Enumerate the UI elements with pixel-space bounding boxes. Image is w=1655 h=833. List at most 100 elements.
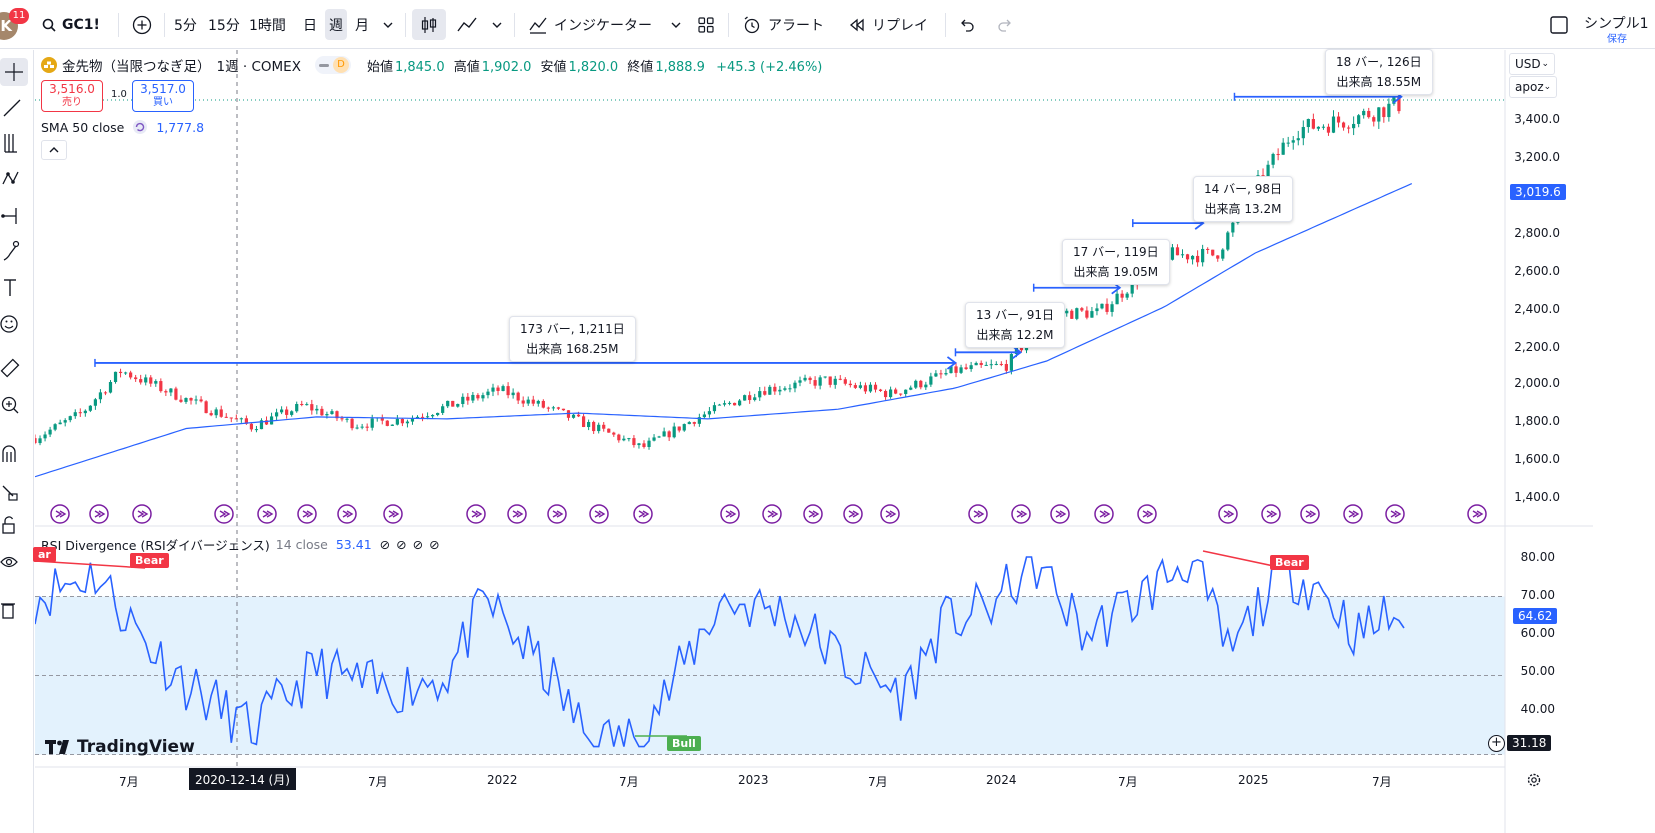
- event-arrow-icon: [1099, 510, 1107, 518]
- draw-mode-tool[interactable]: [0, 478, 28, 506]
- candle-body: [415, 416, 420, 419]
- chart-type-line[interactable]: [456, 0, 478, 49]
- interval-5m[interactable]: 5分: [174, 17, 197, 34]
- gear-icon: [1527, 773, 1541, 787]
- candle-body: [612, 432, 616, 435]
- candle-body: [254, 429, 259, 431]
- candle-body: [481, 395, 485, 399]
- save-button[interactable]: 保存: [1607, 34, 1627, 45]
- candle-body: [214, 409, 218, 416]
- interval-day[interactable]: 日: [303, 17, 317, 34]
- collapse-legend-button[interactable]: [41, 140, 67, 160]
- sma-legend[interactable]: SMA 50 close 1,777.8: [41, 119, 205, 135]
- measure-label[interactable]: 17 バー, 119日 出来高 19.05M: [1062, 239, 1170, 285]
- candle-body: [35, 438, 37, 444]
- event-arrow-icon: [219, 510, 227, 518]
- candle-body: [1231, 222, 1235, 233]
- chart-canvas[interactable]: [35, 50, 1593, 833]
- spread-value: 1.0: [111, 89, 127, 100]
- symbol-legend[interactable]: 金先物（当限つなぎ足） 1週 · COMEX D 始値 1,845.0 高値 1,9…: [41, 55, 827, 75]
- add-plus-icon[interactable]: +: [1488, 735, 1505, 752]
- fib-tool[interactable]: [0, 130, 28, 158]
- candle-body: [199, 399, 203, 402]
- event-arrow-icon: [767, 510, 775, 518]
- candle-body: [295, 403, 299, 412]
- brush-tool[interactable]: [0, 238, 28, 266]
- indicators-dropdown[interactable]: [670, 0, 682, 49]
- scale-mode-select[interactable]: apoz ⌄: [1509, 76, 1557, 98]
- trendline-tool[interactable]: [0, 94, 28, 122]
- chart-type-candles[interactable]: [412, 9, 446, 40]
- chevron-down-icon: ⌄: [1541, 59, 1549, 69]
- candle-body: [878, 389, 883, 391]
- candle-body: [436, 412, 440, 416]
- compare-button[interactable]: [132, 0, 152, 49]
- interval-month[interactable]: 月: [355, 17, 369, 34]
- currency-select[interactable]: USD ⌄: [1509, 53, 1555, 75]
- candle-body: [662, 431, 666, 437]
- measure-label[interactable]: 18 バー, 126日 出来高 18.55M: [1325, 49, 1433, 95]
- candle-body: [264, 420, 269, 425]
- chart-pane[interactable]: 金先物（当限つなぎ足） 1週 · COMEX D 始値 1,845.0 高値 1,9…: [33, 49, 1593, 833]
- candle-body: [727, 402, 732, 404]
- text-tool[interactable]: [0, 274, 28, 302]
- candle-body: [360, 426, 364, 428]
- candle-body: [858, 385, 863, 388]
- chart-type-dropdown[interactable]: [491, 0, 503, 49]
- candle-body: [68, 416, 72, 421]
- alert-button[interactable]: アラート: [742, 0, 824, 49]
- chevron-down-icon: [383, 22, 393, 28]
- event-arrow-icon: [1270, 510, 1278, 518]
- pattern-tool[interactable]: [0, 166, 28, 194]
- layouts-button[interactable]: [697, 0, 715, 49]
- candle-body: [707, 411, 712, 415]
- crosshair-tool[interactable]: [0, 58, 28, 86]
- event-arrow-icon: [223, 510, 231, 518]
- candle-body: [179, 399, 183, 402]
- zoom-tool[interactable]: [0, 392, 28, 420]
- delete-tool[interactable]: [0, 596, 28, 624]
- replay-button[interactable]: リプレイ: [848, 0, 928, 49]
- undo-button[interactable]: [958, 0, 976, 49]
- emoji-tool[interactable]: [0, 310, 28, 338]
- candle-body: [1221, 249, 1225, 259]
- visibility-tool[interactable]: [0, 548, 28, 576]
- measure-label[interactable]: 13 バー, 91日 出来高 12.2M: [965, 302, 1065, 348]
- magnet-tool[interactable]: [0, 440, 28, 468]
- measure-label[interactable]: 14 バー, 98日 出来高 13.2M: [1193, 176, 1293, 222]
- square-icon: [1550, 15, 1568, 34]
- rsi-tick: 40.00: [1520, 702, 1555, 716]
- candle-body: [395, 418, 399, 425]
- candle-body: [244, 418, 248, 424]
- projection-tool[interactable]: [0, 202, 28, 230]
- fullscreen-checkbox[interactable]: [1549, 0, 1569, 49]
- event-arrow-icon: [1020, 510, 1028, 518]
- event-arrow-icon: [725, 510, 733, 518]
- tradingview-logo[interactable]: TradingView: [45, 737, 195, 757]
- candle-body: [738, 400, 742, 406]
- lock-tool[interactable]: [0, 512, 28, 540]
- interval-dropdown[interactable]: [382, 0, 394, 49]
- redo-button[interactable]: [996, 0, 1014, 49]
- interval-1h[interactable]: 1時間: [249, 17, 286, 34]
- event-arrow-icon: [98, 510, 106, 518]
- measure-tool[interactable]: [0, 356, 28, 384]
- interval-week[interactable]: 週: [325, 9, 347, 40]
- measure-label[interactable]: 173 バー, 1,211日 出来高 168.25M: [509, 316, 636, 362]
- candle-body: [551, 407, 555, 409]
- symbol-search[interactable]: GC1!: [42, 0, 100, 49]
- sell-button[interactable]: 3,516.0 売り: [41, 80, 103, 112]
- layout-name[interactable]: シンプル1: [1584, 16, 1649, 32]
- candle-body: [818, 377, 822, 386]
- interval-15m[interactable]: 15分: [208, 17, 240, 34]
- candle-body: [717, 404, 722, 406]
- candle-body: [813, 380, 817, 386]
- buy-button[interactable]: 3,517.0 買い: [132, 80, 194, 112]
- rsi-legend[interactable]: RSI Divergence (RSIダイバージェンス) 14 close 53…: [41, 537, 446, 553]
- data-status[interactable]: D: [314, 56, 351, 74]
- candle-body: [899, 393, 903, 395]
- refresh-icon: [133, 120, 148, 134]
- indicators-button[interactable]: インジケーター: [528, 0, 652, 49]
- axis-settings-button[interactable]: [1526, 772, 1542, 792]
- candle-body: [1346, 127, 1351, 129]
